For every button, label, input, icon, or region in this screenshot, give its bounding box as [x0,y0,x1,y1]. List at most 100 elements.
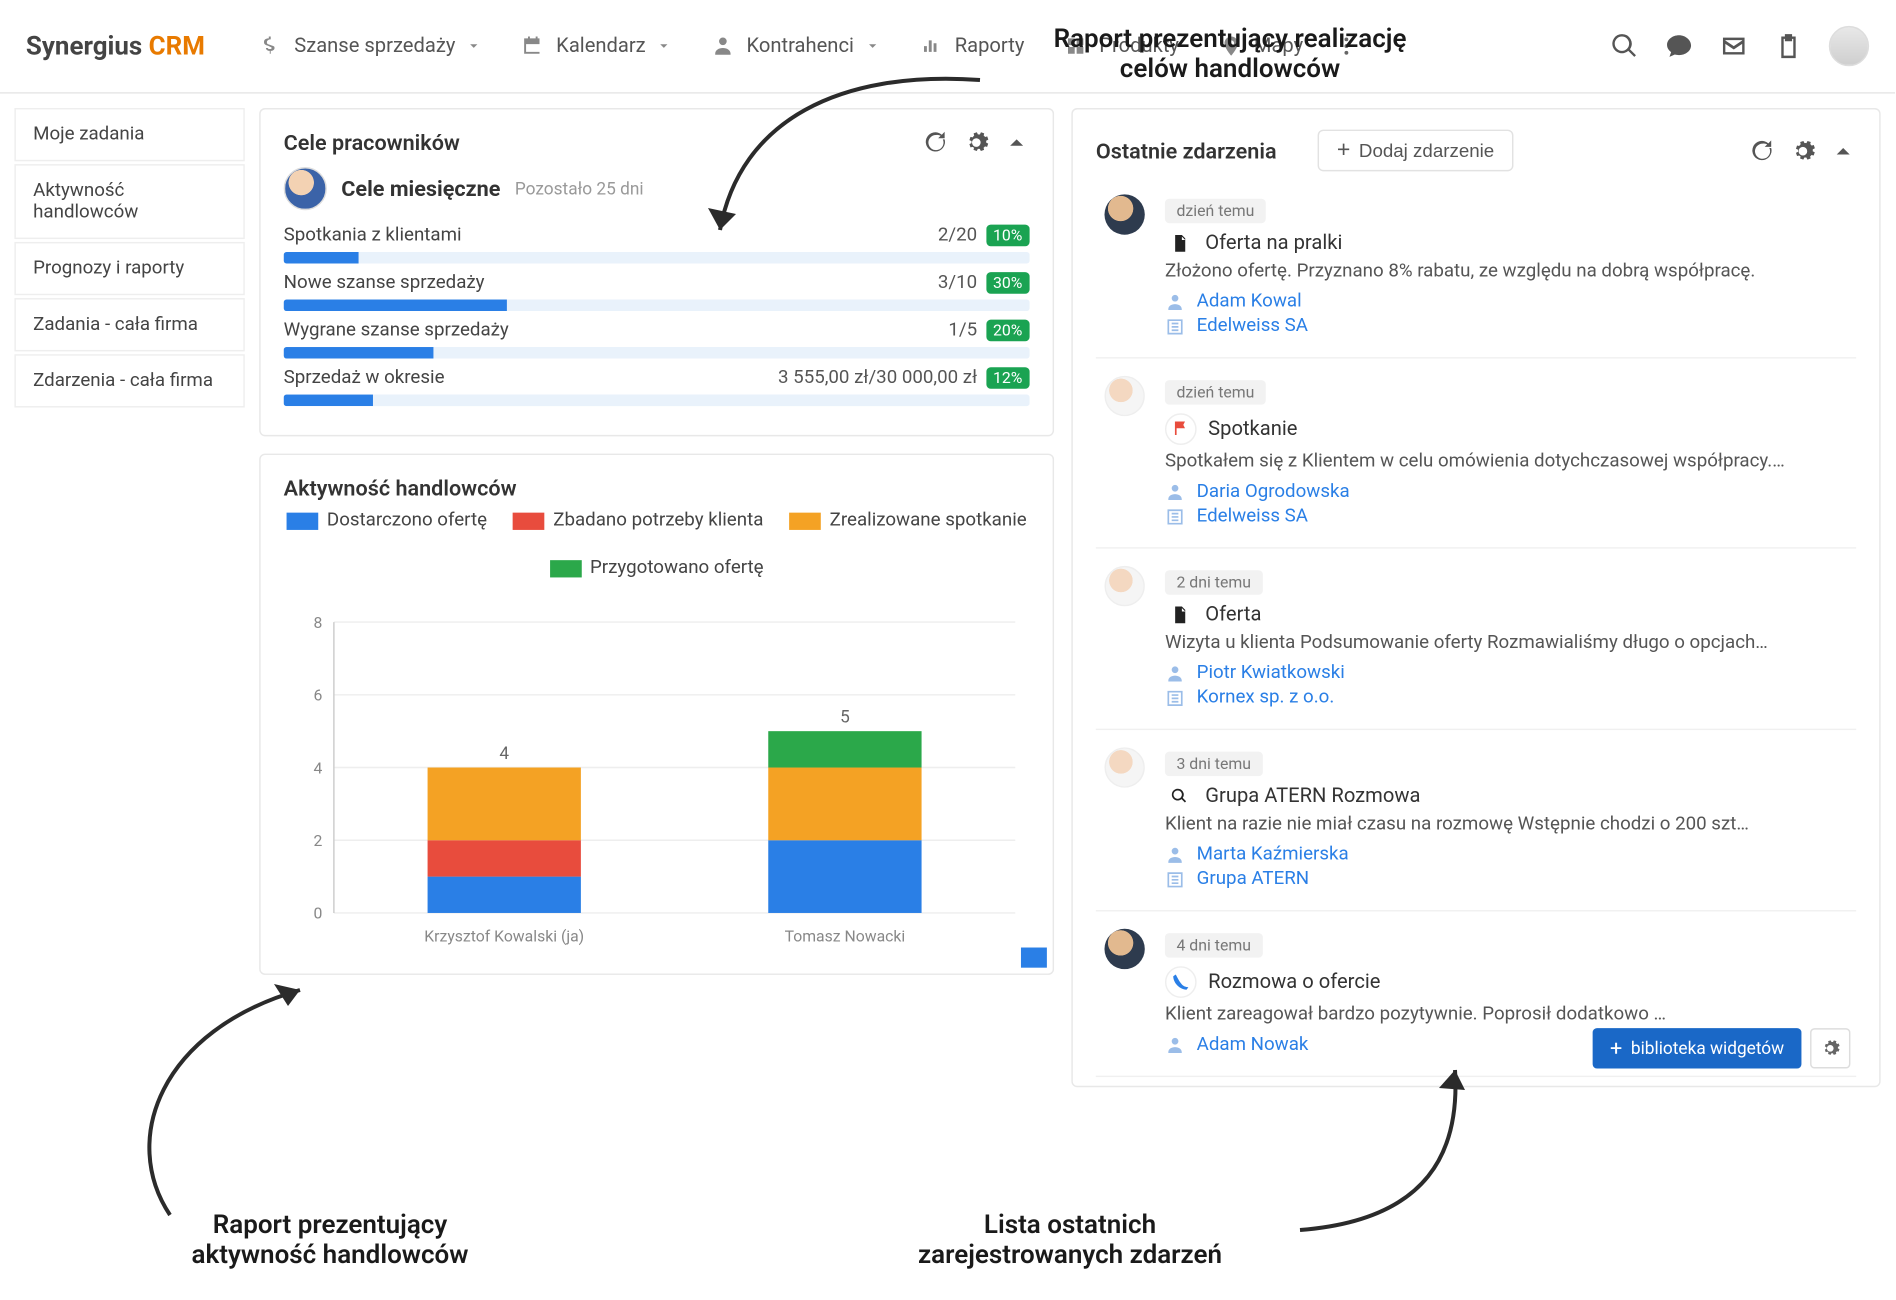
topbar: Synergius CRM Szanse sprzedaży Kalendarz… [0,0,1895,94]
grid-icon [1065,35,1088,58]
event-item[interactable]: 2 dni temu Oferta Wizyta u klienta Podsu… [1096,549,1856,730]
nav-label: Kontrahenci [747,35,854,58]
event-item[interactable]: 3 dni temu Grupa ATERN Rozmowa Klient na… [1096,730,1856,911]
main-nav: Szanse sprzedaży Kalendarz Kontrahenci R… [260,35,1304,58]
event-item[interactable]: dzień temu Oferta na pralki Złożono ofer… [1096,177,1856,358]
goal-bar [284,300,1030,312]
search-icon [1165,786,1194,806]
sidenav-item-3[interactable]: Zadania - cała firma [14,298,244,351]
goals-card-title: Cele pracowników [284,130,909,156]
widgets-settings-button[interactable] [1810,1028,1850,1068]
event-desc: Spotkałem się z Klientem w celu omówieni… [1165,451,1850,473]
goal-rows: Spotkania z klientami 2/2010% Nowe szans… [284,225,1030,406]
goal-bar [284,252,1030,264]
event-avatar [1104,747,1144,787]
nav-label: Kalendarz [556,35,646,58]
gear-icon[interactable] [1790,138,1816,164]
svg-text:8: 8 [314,613,323,632]
legend-label: Przygotowano ofertę [590,557,764,579]
goal-pct: 30% [986,272,1030,294]
legend-swatch [287,512,319,529]
refresh-icon[interactable] [1750,138,1776,164]
collapse-icon[interactable] [1830,138,1856,164]
add-event-label: Dodaj zdarzenie [1359,140,1494,162]
goal-value: 3 555,00 zł/30 000,00 zł12% [778,367,1030,389]
nav-label: Szanse sprzedaży [294,35,455,58]
dollar-icon [260,35,283,58]
goal-label: Sprzedaż w okresie [284,367,445,389]
goal-label: Nowe szanse sprzedaży [284,272,485,294]
goal-label: Spotkania z klientami [284,225,462,247]
event-title: Grupa ATERN Rozmowa [1205,785,1420,808]
goals-period-title: Cele miesięczne [341,176,500,202]
event-desc: Klient na razie nie miał czasu na rozmow… [1165,814,1850,836]
event-company[interactable]: Grupa ATERN [1165,868,1850,890]
event-item[interactable]: dzień temu Spotkanie Spotkałem się z Kli… [1096,359,1856,549]
doc-icon [1165,233,1194,253]
gear-icon[interactable] [963,130,989,156]
nav-label: Mapy [1254,35,1303,58]
nav-kontrahenci[interactable]: Kontrahenci [712,35,880,58]
nav-mapy[interactable]: Mapy [1219,35,1303,58]
mail-icon[interactable] [1719,32,1748,61]
clipboard-icon[interactable] [1774,32,1803,61]
svg-text:Krzysztof Kowalski (ja): Krzysztof Kowalski (ja) [424,927,584,946]
widgets-library-button[interactable]: + biblioteka widgetów [1593,1028,1802,1068]
collapse-icon[interactable] [1004,130,1030,156]
event-company[interactable]: Edelweiss SA [1165,505,1850,527]
activity-card-title: Aktywność handlowców [284,475,1030,501]
sidenav-item-0[interactable]: Moje zadania [14,108,244,161]
events-list: dzień temu Oferta na pralki Złożono ofer… [1096,177,1856,1077]
event-desc: Złożono ofertę. Przyznano 8% rabatu, ze … [1165,261,1850,283]
event-person[interactable]: Marta Kaźmierska [1165,844,1850,866]
chevron-down-icon [865,39,879,53]
nav-szanse-sprzedaży[interactable]: Szanse sprzedaży [260,35,482,58]
nav-kalendarz[interactable]: Kalendarz [522,35,672,58]
calendar-icon [522,35,545,58]
sidenav-item-2[interactable]: Prognozy i raporty [14,242,244,295]
add-event-button[interactable]: + Dodaj zdarzenie [1318,130,1513,172]
event-company[interactable]: Edelweiss SA [1165,315,1850,337]
event-title: Oferta na pralki [1205,232,1342,255]
activity-card: Aktywność handlowców Dostarczono ofertę Z… [259,454,1054,975]
flag-icon [1165,413,1197,445]
events-card-title: Ostatnie zdarzenia [1096,138,1304,164]
goal-bar [284,347,1030,359]
event-company[interactable]: Kornex sp. z o.o. [1165,687,1850,709]
svg-text:4: 4 [499,744,509,764]
goals-avatar [284,167,327,210]
chart-legend: Dostarczono ofertę Zbadano potrzeby klien… [284,510,1030,579]
event-title: Oferta [1205,603,1261,626]
legend-label: Zbadano potrzeby klienta [553,510,763,532]
goal-pct: 20% [986,320,1030,342]
svg-text:6: 6 [314,686,323,705]
goals-period-header: Cele miesięczne Pozostało 25 dni [284,167,1030,210]
nav-produkty[interactable]: Produkty [1065,35,1179,58]
nav-raporty[interactable]: Raporty [920,35,1024,58]
chat-icon[interactable] [1665,32,1694,61]
search-icon[interactable] [1610,32,1639,61]
event-time: dzień temu [1165,380,1266,404]
legend-item: Zrealizowane spotkanie [789,510,1026,532]
refresh-icon[interactable] [923,130,949,156]
event-person[interactable]: Piotr Kwiatkowski [1165,662,1850,684]
legend-label: Dostarczono ofertę [327,510,487,532]
svg-text:2: 2 [314,831,323,850]
svg-text:Tomasz Nowacki: Tomasz Nowacki [785,927,906,946]
activity-chart: 024684Krzysztof Kowalski (ja)5Tomasz Now… [284,593,1030,953]
sidenav-item-1[interactable]: Aktywność handlowców [14,164,244,239]
goal-label: Wygrane szanse sprzedaży [284,320,509,342]
doc-icon [1165,605,1194,625]
legend-swatch [789,512,821,529]
svg-text:5: 5 [840,707,850,727]
sidenav-item-4[interactable]: Zdarzenia - cała firma [14,354,244,407]
chart-table-icon[interactable] [1021,948,1047,968]
event-avatar [1104,376,1144,416]
brand: Synergius CRM [26,31,205,61]
user-avatar[interactable] [1829,26,1869,66]
person-icon [712,35,735,58]
event-person[interactable]: Adam Kowal [1165,291,1850,313]
goal-row: Spotkania z klientami 2/2010% [284,225,1030,264]
event-person[interactable]: Daria Ogrodowska [1165,481,1850,503]
more-icon[interactable] [1335,35,1358,58]
